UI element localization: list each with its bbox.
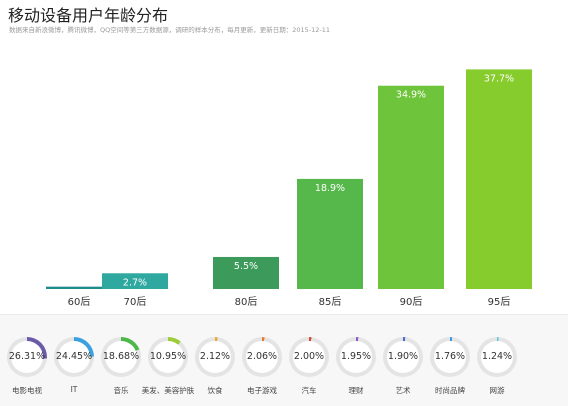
donut-value-label: 2.06%: [246, 351, 278, 362]
category-label: 85后: [319, 296, 342, 308]
donut-category-label: 电子游戏: [247, 386, 277, 395]
donut-hole: [105, 341, 137, 373]
bar-5: [466, 69, 532, 290]
interest-donut: 2.12%: [195, 337, 235, 377]
bar-0: [46, 286, 112, 289]
age-bar-chart: 0.4%60后 2.7% 70后 5.5% 80后 18.9% 85后 34.9% 90后 37.…: [46, 69, 532, 308]
bar-value-label: 0.4%: [67, 291, 91, 302]
bar-2: [213, 256, 279, 289]
bar-1: [102, 273, 168, 289]
bar-value-label: 37.7%: [484, 73, 514, 84]
bar-value-label: 5.5%: [234, 261, 258, 272]
interest-donut: 1.76%: [430, 337, 470, 377]
donut-category-label: 汽车: [301, 386, 317, 395]
category-label: 60后: [68, 296, 91, 308]
donut-value-label: 18.68%: [102, 351, 140, 362]
bar-value-label: 34.9%: [396, 90, 426, 101]
donut-category-label: IT: [70, 385, 78, 394]
bar-value-label: 2.7%: [123, 277, 147, 288]
donut-category-label: 理财: [348, 386, 364, 395]
category-label: 80后: [235, 296, 258, 308]
donut-hole: [246, 341, 278, 373]
interest-distribution-panel: 26.31% 电影电视 24.45% IT 18.68% 音乐 10.95% 美发、美容护肤 2…: [0, 315, 568, 406]
donut-hole: [293, 341, 325, 373]
category-label: 90后: [400, 296, 423, 308]
donut-value-label: 2.00%: [293, 351, 325, 362]
donut-value-label: 1.24%: [481, 351, 513, 362]
interest-donut: 1.90%: [383, 337, 423, 377]
interest-donut: 24.45%: [54, 337, 94, 377]
donut-hole: [481, 341, 513, 373]
donut-value-label: 1.90%: [387, 351, 419, 362]
donut-hole: [434, 341, 466, 373]
donut-category-label: 艺术: [395, 386, 411, 395]
donut-value-label: 1.95%: [340, 351, 372, 362]
donut-category-label: 美发、美容护肤: [141, 386, 195, 395]
category-label: 95后: [488, 296, 511, 308]
donut-hole: [11, 341, 43, 373]
donut-hole: [58, 341, 90, 373]
bar-value-label: 18.9%: [315, 183, 345, 194]
chart-title: 移动设备用户年龄分布: [8, 6, 169, 25]
donut-category-label: 网游: [489, 386, 505, 395]
donut-category-label: 音乐: [113, 386, 129, 395]
interest-donut: 18.68%: [101, 337, 141, 377]
interest-donut: 2.06%: [242, 337, 282, 377]
donut-value-label: 10.95%: [149, 351, 187, 362]
donut-value-label: 2.12%: [199, 351, 231, 362]
donut-hole: [199, 341, 231, 373]
interest-donut: 2.00%: [289, 337, 329, 377]
donut-hole: [152, 341, 184, 373]
donut-value-label: 24.45%: [55, 351, 93, 362]
interest-donut: 10.95%: [148, 337, 188, 377]
bar-4: [378, 85, 444, 290]
interest-donut: 1.24%: [477, 337, 517, 377]
bar-3: [297, 178, 363, 289]
donut-hole: [387, 341, 419, 373]
interest-donut: 1.95%: [336, 337, 376, 377]
donut-value-label: 1.76%: [434, 351, 466, 362]
interest-donut: 26.31%: [7, 337, 47, 377]
chart-subtitle: 数据来自新浪微博，腾讯微博，QQ空间等第三方数据源，调研的样本分布，每月更新，更…: [9, 26, 331, 34]
category-label: 70后: [124, 296, 147, 308]
section-divider: [0, 314, 568, 315]
donut-category-label: 时尚品牌: [435, 386, 465, 395]
donut-category-label: 饮食: [207, 386, 223, 395]
donut-category-label: 电影电视: [12, 386, 42, 395]
donut-hole: [340, 341, 372, 373]
donut-value-label: 26.31%: [8, 351, 46, 362]
